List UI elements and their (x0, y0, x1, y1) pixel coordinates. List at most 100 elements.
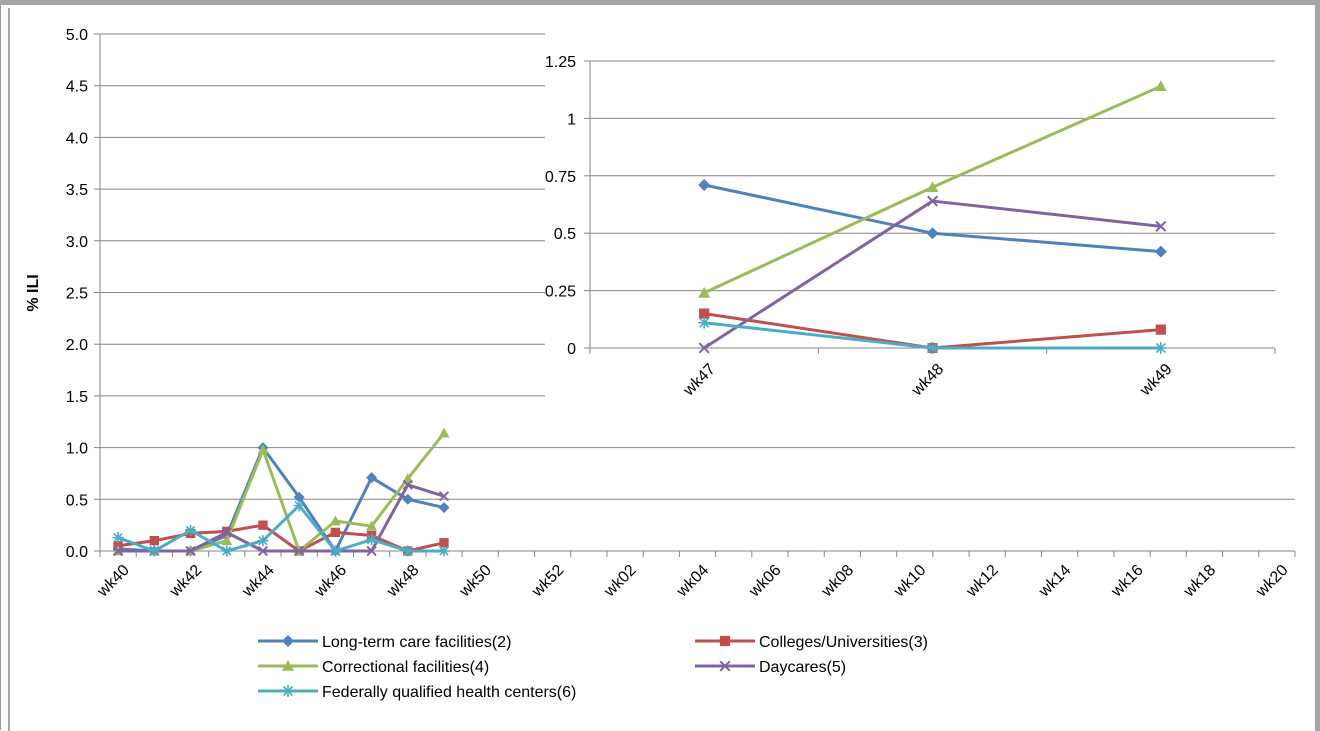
legend-item-correctional-facilities-4: Correctional facilities(4) (258, 659, 489, 676)
legend-label: Daycares(5) (759, 659, 846, 676)
main-series-federally-qualified-health-centers-6 (112, 500, 450, 557)
frame-border-top (0, 0, 1320, 5)
main-data-point (402, 473, 414, 484)
legend-label: Correctional facilities(4) (322, 659, 489, 676)
legend-label: Long-term care facilities(2) (322, 634, 511, 651)
main-data-point (257, 545, 269, 557)
main-y-tick-label: 0.0 (66, 544, 88, 561)
main-data-point (402, 479, 413, 490)
legend-swatch-marker (282, 685, 294, 697)
inset-data-point (698, 286, 711, 298)
main-x-tick-label: wk16 (1108, 562, 1147, 601)
main-x-tick-label: wk12 (963, 562, 1002, 601)
inset-y-tick-label: 0.5 (554, 226, 576, 243)
legend-swatch-marker (719, 660, 731, 672)
legend-label: Federally qualified health centers(6) (322, 684, 576, 701)
inset-data-point (698, 178, 711, 191)
inset-background (545, 30, 1295, 425)
inset-data-point (1155, 324, 1166, 335)
main-data-point (402, 493, 414, 505)
inset-gridlines (584, 60, 1275, 349)
legend-item-daycares-5: Daycares(5) (695, 659, 846, 676)
inset-data-point (1154, 80, 1167, 92)
legend: Long-term care facilities(2) Colleges/Uni… (258, 634, 928, 701)
main-y-tick-label: 0.5 (66, 492, 88, 509)
main-y-tick-label: 3.5 (66, 182, 88, 199)
main-x-tick-label: wk08 (818, 562, 857, 601)
main-x-tick-label: wk04 (673, 562, 712, 601)
inset-data-point (926, 342, 939, 354)
main-data-point (366, 545, 377, 557)
inset-data-point (699, 308, 710, 319)
inset-data-point (698, 342, 710, 354)
main-x-tick-label: wk06 (746, 562, 785, 601)
main-x-tick-labels: wk40 wk42 wk44 wk46 wk48 wk50 wk52 wk02 wk04 wk06… (94, 562, 1292, 601)
frame-border-left (8, 8, 10, 731)
main-y-tick-label: 4.0 (66, 130, 88, 147)
inset-series-daycares-5 (698, 195, 1167, 354)
main-x-tick-label: wk46 (311, 562, 350, 601)
inset-data-point (698, 316, 711, 329)
main-data-point (112, 532, 124, 544)
main-x-tick-label: wk44 (239, 562, 278, 601)
y-axis-label: % ILI (25, 274, 42, 311)
main-data-point (293, 491, 305, 503)
main-y-tick-label: 1.0 (66, 441, 88, 458)
main-data-point (438, 491, 450, 502)
main-series (112, 427, 450, 557)
main-data-point (438, 545, 450, 557)
main-y-tick-labels: 0.0 0.5 1.0 1.5 2.0 2.5 3.0 3.5 4.0 4.5 5.0 (66, 27, 88, 561)
main-x-tick-label: wk52 (528, 562, 567, 601)
frame-border-right (1315, 0, 1320, 731)
main-data-point (366, 472, 378, 484)
legend-item-colleges-universities-3: Colleges/Universities(3) (695, 634, 928, 651)
main-data-point (185, 524, 197, 536)
main-y-tick-label: 4.5 (66, 79, 88, 96)
main-y-tick-label: 3.0 (66, 234, 88, 251)
main-x-tick-label: wk20 (1252, 562, 1291, 601)
main-data-point (329, 545, 341, 557)
main-x-tick-label: wk14 (1035, 562, 1074, 601)
main-y-tick-label: 5.0 (66, 27, 88, 44)
inset-data-point (926, 227, 939, 240)
inset-y-tick-label: 0.75 (545, 169, 576, 186)
main-data-point (294, 545, 305, 557)
main-y-tick-label: 2.5 (66, 286, 88, 303)
main-data-point (149, 535, 159, 546)
inset-series-long-term-care-facilities-2 (698, 178, 1167, 258)
main-data-point (257, 535, 269, 547)
inset-y-tick-label: 1 (567, 111, 576, 128)
legend-item-federally-qualified-health-centers-6: Federally qualified health centers(6) (258, 684, 576, 701)
inset-data-point (926, 195, 939, 207)
inset-series-correctional-facilities-4 (698, 80, 1167, 298)
inset-data-point (1155, 220, 1167, 232)
legend-item-long-term-care-facilities-2: Long-term care facilities(2) (258, 634, 511, 651)
main-data-point (221, 527, 232, 538)
main-data-point (257, 444, 269, 455)
main-data-point (330, 527, 341, 538)
main-x-tick-label: wk10 (890, 562, 929, 601)
legend-swatch-marker (719, 635, 731, 647)
main-data-point (185, 545, 196, 557)
legend-label: Colleges/Universities(3) (759, 634, 928, 651)
main-x-tick-label: wk50 (456, 562, 495, 601)
main-data-point (329, 515, 341, 526)
main-data-point (366, 520, 378, 531)
main-data-point (112, 545, 124, 557)
main-x-tick-label: wk48 (383, 562, 422, 601)
main-data-point (438, 502, 450, 514)
main-data-point (221, 545, 233, 557)
main-x-tick-label: wk42 (166, 562, 205, 601)
inset-y-tick-labels: 0 0.25 0.5 0.75 1 1.25 (545, 54, 576, 358)
inset-series (698, 80, 1167, 354)
main-data-point (221, 535, 233, 546)
inset-data-point (926, 181, 939, 193)
inset-y-tick-label: 0 (567, 341, 576, 358)
main-data-point (439, 538, 449, 548)
main-data-point (402, 545, 414, 557)
main-data-point (258, 520, 268, 530)
main-series-line (117, 504, 445, 553)
main-y-tick-label: 2.0 (66, 337, 88, 354)
